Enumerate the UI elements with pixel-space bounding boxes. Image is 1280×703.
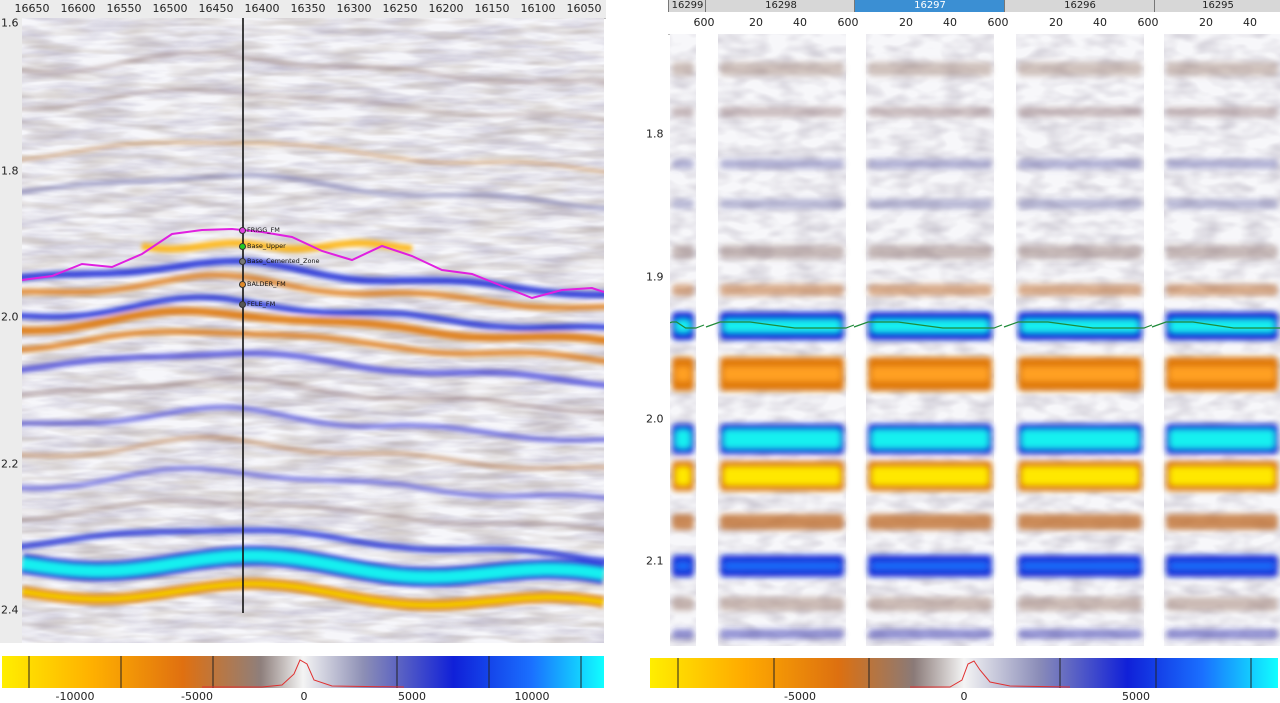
gather-time-tick-label: 1.8 [646, 127, 664, 141]
gather-image [670, 34, 1280, 646]
gather-trace-panel [853, 34, 1003, 646]
colorbar-tick-label: 0 [300, 690, 308, 703]
cdp-tick-label: 16550 [106, 2, 142, 15]
cdp-tick-label: 16250 [382, 2, 418, 15]
gather-trace-panel [705, 34, 855, 646]
colorbar-tick-label: -5000 [181, 690, 213, 703]
cdp-axis: 16650 16600 16550 16500 16450 16400 16350 16300… [0, 0, 606, 19]
gather-tab-16297[interactable]: 16297 [854, 0, 1006, 12]
trace-tick-label: 600 [987, 16, 1009, 29]
gather-tab-16298[interactable]: 16298 [705, 0, 857, 12]
colorbar-tick-label: 5000 [398, 690, 426, 703]
well-marker-label: FRIGG_FM [247, 226, 280, 234]
cdp-tick-label: 16600 [60, 2, 96, 15]
gather-tab-16296[interactable]: 16296 [1004, 0, 1156, 12]
trace-tick-label: 20 [1049, 16, 1063, 29]
seismic-section-image [22, 18, 604, 643]
well-marker-dot[interactable] [239, 281, 246, 288]
cdp-tick-label: 16200 [428, 2, 464, 15]
seismic-section-plot[interactable]: FRIGG_FM Base_Upper Base_Cemented_Zone BALD… [22, 18, 604, 643]
gather-time-tick-label: 2.0 [646, 412, 664, 426]
colorbar-tick-label: 10000 [514, 690, 550, 703]
trace-tick-label: 600 [837, 16, 859, 29]
gather-amplitude-colorbar [650, 658, 1278, 692]
gather-tab-16299[interactable]: 16299 [668, 0, 707, 12]
well-marker-label: BALDER_FM [247, 280, 286, 288]
well-marker-dot[interactable] [239, 227, 246, 234]
trace-tick-label: 600 [1137, 16, 1159, 29]
time-tick-label: 2.2 [1, 457, 19, 471]
trace-tick-label: 40 [943, 16, 957, 29]
cdp-tick-label: 16650 [14, 2, 50, 15]
gather-plot[interactable] [670, 34, 1280, 646]
well-marker-label: Base_Cemented_Zone [247, 257, 320, 265]
colorbar-tick-label: 0 [960, 690, 968, 703]
well-marker-dot[interactable] [239, 258, 246, 265]
time-tick-label: 1.8 [1, 164, 19, 178]
cdp-tick-label: 16450 [198, 2, 234, 15]
well-marker-dot[interactable] [239, 243, 246, 250]
well-marker-label: Base_Upper [247, 242, 286, 250]
well-marker-label: FELE_FM [247, 300, 276, 308]
colorbar-tick-label: -10000 [55, 690, 95, 703]
frigg-horizon-line [22, 227, 604, 300]
cdp-tick-label: 16100 [520, 2, 556, 15]
cdp-tick-label: 16300 [336, 2, 372, 15]
trace-tick-label: 40 [1243, 16, 1257, 29]
gather-time-tick-label: 1.9 [646, 270, 664, 284]
gather-panel[interactable]: 16299 16298 16297 16296 16295 600 20 40 600 20 40… [640, 0, 1280, 703]
colorbar-tick-label: -5000 [784, 690, 816, 703]
gather-trace-panel [670, 34, 705, 646]
cdp-tick-label: 16050 [566, 2, 602, 15]
gather-time-axis: 1.8 1.9 2.0 2.1 [640, 34, 668, 646]
cdp-tick-label: 16500 [152, 2, 188, 15]
time-tick-label: 1.6 [1, 16, 19, 30]
trace-tick-label: 20 [1199, 16, 1213, 29]
cdp-tick-label: 16400 [244, 2, 280, 15]
cdp-tick-label: 16150 [474, 2, 510, 15]
gather-tab-16295[interactable]: 16295 [1154, 0, 1280, 12]
trace-tick-label: 20 [899, 16, 913, 29]
trace-tick-label: 20 [749, 16, 763, 29]
time-axis: 1.6 1.8 2.0 2.2 2.4 [0, 16, 22, 643]
gather-trace-panel [1151, 34, 1280, 646]
time-tick-label: 2.4 [1, 603, 19, 617]
trace-tick-label: 40 [793, 16, 807, 29]
trace-tick-label: 600 [693, 16, 715, 29]
trace-tick-label: 40 [1093, 16, 1107, 29]
cdp-tick-label: 16350 [290, 2, 326, 15]
amplitude-colorbar [2, 656, 604, 690]
gather-trace-panel [1003, 34, 1153, 646]
well-marker-dot[interactable] [239, 301, 246, 308]
time-tick-label: 2.0 [1, 310, 19, 324]
colorbar-tick-label: 5000 [1122, 690, 1150, 703]
gather-time-tick-label: 2.1 [646, 554, 664, 568]
seismic-section-panel[interactable]: 16650 16600 16550 16500 16450 16400 16350 16300… [0, 0, 606, 703]
